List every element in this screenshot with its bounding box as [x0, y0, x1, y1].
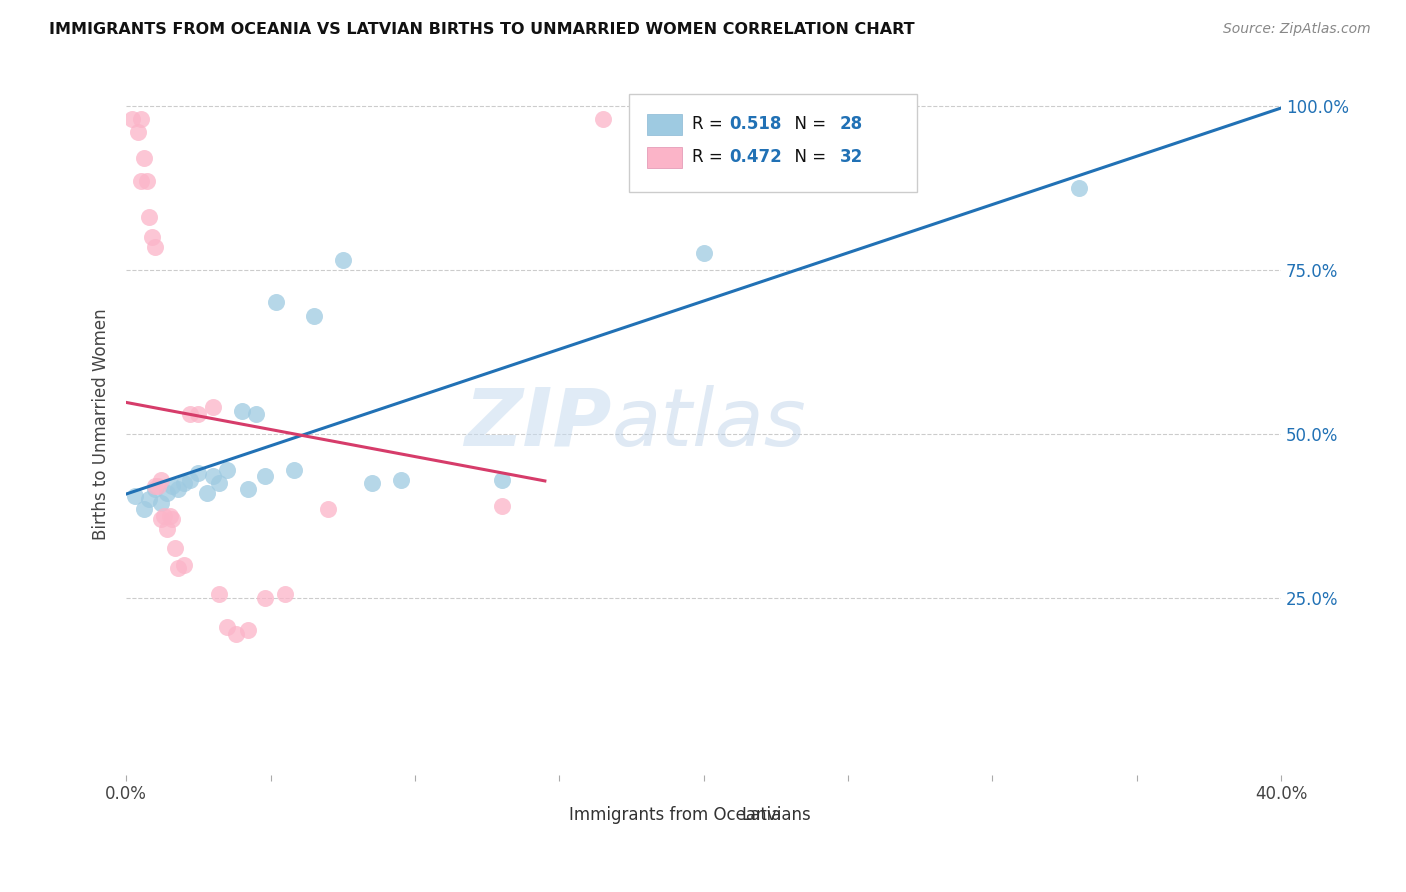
FancyBboxPatch shape — [647, 113, 682, 135]
Text: 0.518: 0.518 — [730, 115, 782, 133]
Point — [195, 485, 218, 500]
Text: 28: 28 — [839, 115, 863, 133]
Point — [692, 246, 714, 260]
Text: N =: N = — [785, 115, 832, 133]
Point — [153, 508, 176, 523]
Point — [165, 541, 187, 556]
Point — [1067, 180, 1090, 194]
Point — [253, 469, 276, 483]
FancyBboxPatch shape — [647, 146, 682, 168]
Point — [231, 403, 253, 417]
Point — [173, 558, 195, 572]
FancyBboxPatch shape — [709, 807, 735, 824]
Point — [201, 469, 224, 483]
Point — [143, 479, 166, 493]
Point — [167, 483, 190, 497]
Point — [127, 125, 149, 139]
Text: atlas: atlas — [612, 384, 806, 463]
Point — [162, 479, 184, 493]
Text: ZIP: ZIP — [464, 384, 612, 463]
Point — [225, 626, 247, 640]
Point — [491, 499, 513, 513]
Point — [201, 401, 224, 415]
Text: 0.472: 0.472 — [730, 148, 782, 166]
Point — [217, 620, 239, 634]
Point — [179, 407, 201, 421]
Point — [121, 112, 143, 126]
Point — [187, 466, 209, 480]
Point — [360, 475, 382, 490]
Point — [143, 240, 166, 254]
Point — [138, 211, 160, 225]
Text: N =: N = — [785, 148, 832, 166]
Point — [156, 485, 179, 500]
Point — [389, 473, 412, 487]
Y-axis label: Births to Unmarried Women: Births to Unmarried Women — [93, 308, 110, 540]
Point — [143, 483, 166, 497]
Point — [302, 309, 325, 323]
Point — [245, 407, 267, 421]
Text: IMMIGRANTS FROM OCEANIA VS LATVIAN BIRTHS TO UNMARRIED WOMEN CORRELATION CHART: IMMIGRANTS FROM OCEANIA VS LATVIAN BIRTH… — [49, 22, 915, 37]
Point — [162, 512, 184, 526]
Point — [146, 479, 169, 493]
Point — [132, 151, 155, 165]
Point — [208, 475, 231, 490]
Point — [141, 230, 163, 244]
Point — [217, 463, 239, 477]
Point — [236, 483, 259, 497]
Point — [149, 512, 172, 526]
Point — [149, 495, 172, 509]
Point — [138, 492, 160, 507]
Point — [266, 295, 288, 310]
Point — [156, 522, 179, 536]
Point — [135, 174, 157, 188]
Point — [129, 112, 152, 126]
Text: Latvians: Latvians — [742, 806, 811, 824]
Point — [208, 587, 231, 601]
Point — [491, 473, 513, 487]
Text: R =: R = — [692, 115, 728, 133]
Point — [132, 502, 155, 516]
Text: R =: R = — [692, 148, 728, 166]
Text: Immigrants from Oceania: Immigrants from Oceania — [568, 806, 780, 824]
Point — [124, 489, 146, 503]
Point — [187, 407, 209, 421]
Point — [283, 463, 305, 477]
Point — [274, 587, 297, 601]
Point — [159, 508, 181, 523]
Point — [253, 591, 276, 605]
Point — [167, 561, 190, 575]
Point — [179, 473, 201, 487]
Point — [149, 473, 172, 487]
Point — [236, 624, 259, 638]
Point — [592, 112, 614, 126]
Point — [332, 252, 354, 267]
Point — [129, 174, 152, 188]
FancyBboxPatch shape — [536, 807, 562, 824]
Text: 32: 32 — [839, 148, 863, 166]
Point — [173, 475, 195, 490]
Point — [318, 502, 340, 516]
Text: Source: ZipAtlas.com: Source: ZipAtlas.com — [1223, 22, 1371, 37]
FancyBboxPatch shape — [628, 94, 917, 193]
